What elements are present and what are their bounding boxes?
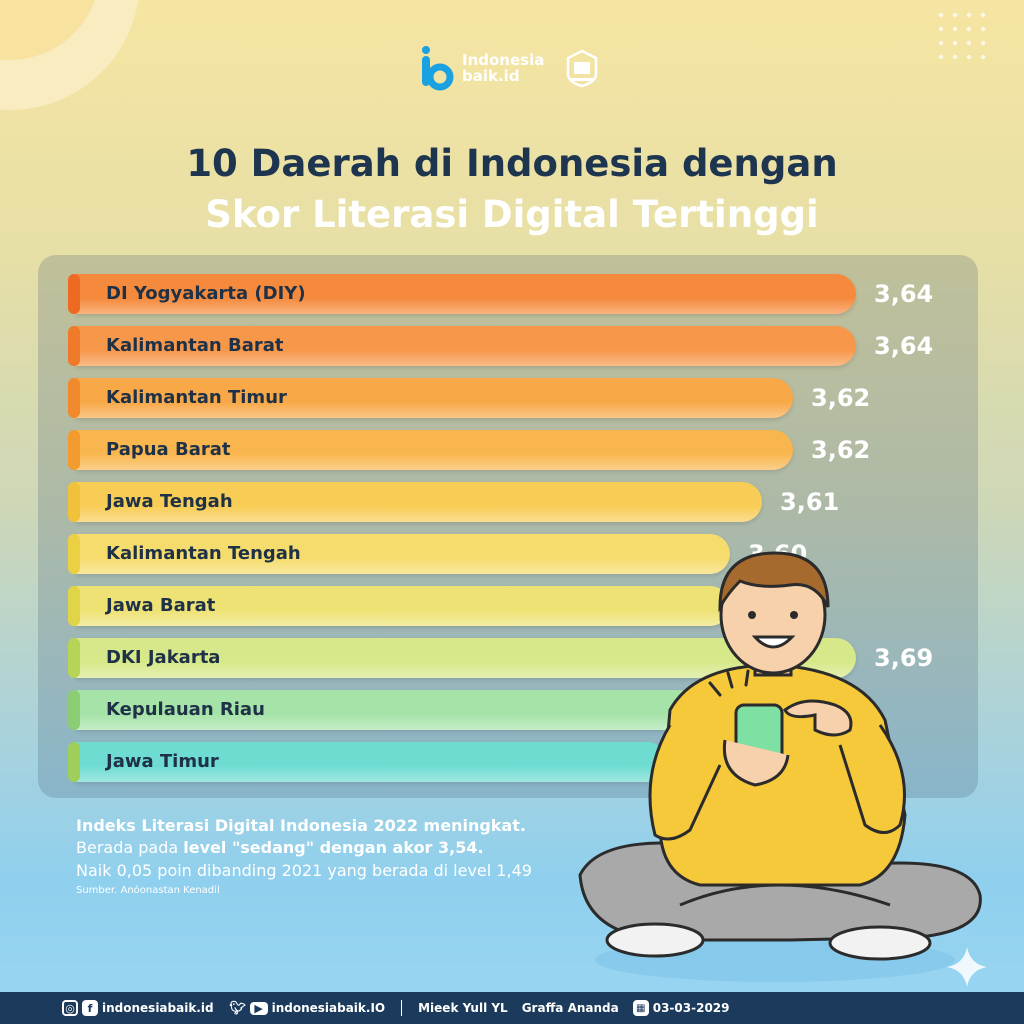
note-change: Naik 0,05 poin dibanding 2021 yang berad… <box>76 861 532 880</box>
bar-accent <box>68 482 80 522</box>
bar <box>76 430 793 470</box>
bar-row: Kalimantan Barat 3,64 <box>68 326 968 366</box>
bar-category-label: Jawa Barat <box>106 595 216 616</box>
bar-category-label: Kalimantan Barat <box>106 335 284 356</box>
bar-accent <box>68 586 80 626</box>
bar-value-label: 3,69 <box>874 644 934 672</box>
note-level: Berada pada level "sedang" dengan akor 3… <box>76 838 546 857</box>
brand-name: Indonesia baik.id <box>462 52 544 84</box>
bar-row: DI Yogyakarta (DIY) 3,64 <box>68 274 968 314</box>
government-emblem-icon <box>567 49 598 88</box>
calendar-icon: ▦ <box>632 1000 649 1016</box>
bar-value-label: 3,64 <box>874 332 934 360</box>
bar <box>76 326 856 366</box>
bar-row: Jawa Tengah 3,61 <box>68 482 874 522</box>
instagram-icon[interactable]: ◎ <box>62 1000 78 1016</box>
sparkle-icon <box>947 947 987 987</box>
bar-accent <box>68 742 80 782</box>
bar <box>76 586 730 626</box>
bar-accent <box>68 690 80 730</box>
bar-category-label: Kepulauan Riau <box>106 699 265 720</box>
bar <box>76 742 667 782</box>
bar-category-label: Kalimantan Timur <box>106 387 287 408</box>
note-headline: Indeks Literasi Digital Indonesia 2022 m… <box>76 816 526 835</box>
footer-social-handle-1[interactable]: indonesiabaik.id <box>102 1001 214 1015</box>
bar-category-label: Kalimantan Tengah <box>106 543 301 564</box>
title-line-2: Skor Literasi Digital Tertinggi <box>205 193 819 236</box>
youtube-icon[interactable]: ▶ <box>249 1001 268 1015</box>
bar-row: Kalimantan Timur 3,62 <box>68 378 905 418</box>
source-text: Sumber. Anóonastan Kenadil <box>76 885 220 896</box>
bar-accent <box>68 274 80 314</box>
note-level-prefix: Berada pada <box>76 838 184 857</box>
bar <box>76 378 793 418</box>
footer-social-handle-2[interactable]: indonesiabaik.IO <box>271 1001 386 1015</box>
decor-dots <box>934 8 994 68</box>
bar-accent <box>68 430 80 470</box>
bar-category-label: Jawa Tengah <box>106 491 233 512</box>
footer-separator <box>401 1000 403 1016</box>
notes-block: Indeks Literasi Digital Indonesia 2022 m… <box>76 816 546 896</box>
footer-credit-1: Mieek Yull YL <box>418 1001 508 1015</box>
bar-value-label: 3,62 <box>811 384 871 412</box>
bar-category-label: Jawa Timur <box>106 751 219 772</box>
bar-accent <box>68 534 80 574</box>
bar-value-label: 3,64 <box>874 280 934 308</box>
person-with-phone-illustration <box>578 551 982 982</box>
brand-name-line1: Indonesia <box>462 51 545 69</box>
bar-accent <box>68 378 80 418</box>
bar <box>76 690 699 730</box>
bar-category-label: Papua Barat <box>106 439 231 460</box>
footer-bar: ◎ f indonesiabaik.id 🐦︎ ▶ indonesiabaik.… <box>0 992 1024 1024</box>
bar <box>76 482 762 522</box>
bar-row: Papua Barat 3,62 <box>68 430 905 470</box>
brand-logo: Indonesia baik.id <box>418 44 602 92</box>
bar <box>76 534 730 574</box>
footer-credit-2: Graffa Ananda <box>521 1001 619 1015</box>
bar-category-label: DI Yogyakarta (DIY) <box>106 283 306 304</box>
facebook-icon[interactable]: f <box>82 1000 98 1016</box>
bar-accent <box>68 638 80 678</box>
bar-value-label: 3,62 <box>811 436 871 464</box>
footer-date: 03-03-2029 <box>652 1001 730 1015</box>
bar <box>76 274 856 314</box>
bar-category-label: DKI Jakarta <box>106 647 221 668</box>
note-level-bold: level "sedang" dengan akor 3,54. <box>183 838 484 857</box>
brand-mark-icon <box>422 46 454 91</box>
bar-accent <box>68 326 80 366</box>
title-line-1: 10 Daerah di Indonesia dengan <box>186 142 838 185</box>
bar-value-label: 3,61 <box>780 488 840 516</box>
twitter-icon[interactable]: 🐦︎ <box>229 1000 246 1016</box>
brand-name-line2: baik.id <box>462 67 520 85</box>
